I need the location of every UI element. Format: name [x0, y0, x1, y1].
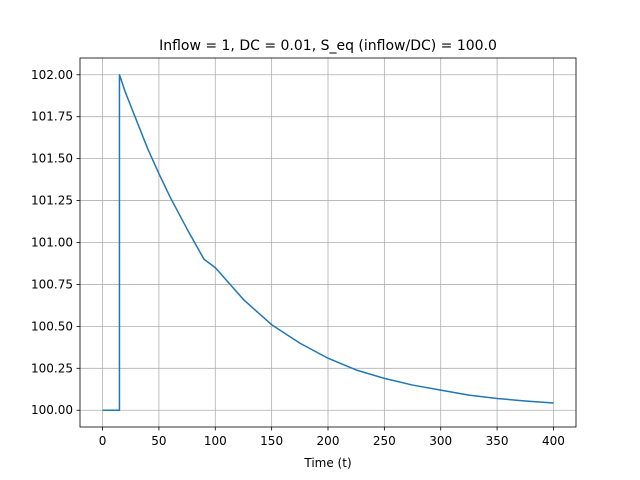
y-axis: 100.00 100.25 100.50 100.75 101.00 101.25 101.…: [31, 68, 80, 417]
x-axis-label: Time (t): [303, 456, 351, 470]
x-tick-label: 100: [204, 434, 227, 448]
x-tick-label: 400: [542, 434, 565, 448]
grid: [80, 58, 576, 427]
x-tick-label: 0: [99, 434, 107, 448]
y-tick-label: 100.00: [31, 403, 73, 417]
x-tick-label: 150: [260, 434, 283, 448]
y-tick-label: 101.25: [31, 194, 73, 208]
x-tick-label: 350: [486, 434, 509, 448]
y-tick-label: 101.75: [31, 110, 73, 124]
x-tick-label: 200: [317, 434, 340, 448]
x-tick-label: 300: [429, 434, 452, 448]
x-tick-label: 250: [373, 434, 396, 448]
x-axis: 0 50 100 150 200 250 300 350 400: [99, 427, 565, 448]
series-layer: [102, 74, 554, 411]
y-tick-label: 101.50: [31, 152, 73, 166]
x-tick-label: 50: [151, 434, 166, 448]
y-tick-label: 100.75: [31, 277, 73, 291]
y-tick-label: 101.00: [31, 236, 73, 250]
series-line-0: [102, 74, 554, 411]
y-tick-label: 102.00: [31, 68, 73, 82]
y-tick-label: 100.25: [31, 361, 73, 375]
y-tick-label: 100.50: [31, 319, 73, 333]
chart-title: Inflow = 1, DC = 0.01, S_eq (inflow/DC) …: [159, 38, 497, 54]
